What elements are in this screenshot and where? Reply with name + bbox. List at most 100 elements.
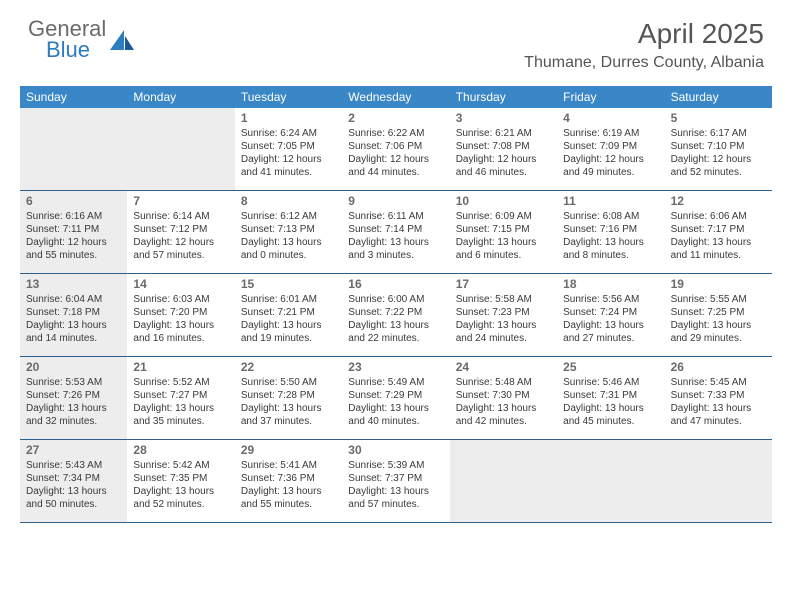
- day-line-d1: Daylight: 13 hours: [456, 319, 551, 332]
- day-cell: 12Sunrise: 6:06 AMSunset: 7:17 PMDayligh…: [665, 191, 772, 273]
- day-number: 15: [241, 277, 336, 291]
- day-line-d1: Daylight: 12 hours: [133, 236, 228, 249]
- day-line-sunset: Sunset: 7:06 PM: [348, 140, 443, 153]
- brand-logo: General Blue: [28, 18, 136, 61]
- location: Thumane, Durres County, Albania: [524, 54, 764, 72]
- day-line-d2: and 37 minutes.: [241, 415, 336, 428]
- day-cell: [127, 108, 234, 190]
- day-line-d1: Daylight: 12 hours: [563, 153, 658, 166]
- day-line-sunrise: Sunrise: 5:55 AM: [671, 293, 766, 306]
- day-line-sunrise: Sunrise: 5:53 AM: [26, 376, 121, 389]
- day-line-sunrise: Sunrise: 5:45 AM: [671, 376, 766, 389]
- day-number: 3: [456, 111, 551, 125]
- day-line-d1: Daylight: 13 hours: [241, 485, 336, 498]
- day-line-d2: and 41 minutes.: [241, 166, 336, 179]
- day-line-d1: Daylight: 13 hours: [26, 485, 121, 498]
- day-cell: 15Sunrise: 6:01 AMSunset: 7:21 PMDayligh…: [235, 274, 342, 356]
- day-number: 22: [241, 360, 336, 374]
- day-line-d1: Daylight: 13 hours: [563, 402, 658, 415]
- day-number: 25: [563, 360, 658, 374]
- week-row: 20Sunrise: 5:53 AMSunset: 7:26 PMDayligh…: [20, 357, 772, 440]
- day-number: 18: [563, 277, 658, 291]
- weekday-thursday: Thursday: [450, 86, 557, 108]
- header: General Blue April 2025 Thumane, Durres …: [0, 0, 792, 78]
- week-row: 27Sunrise: 5:43 AMSunset: 7:34 PMDayligh…: [20, 440, 772, 523]
- day-line-d1: Daylight: 13 hours: [671, 402, 766, 415]
- day-number: 21: [133, 360, 228, 374]
- day-line-d1: Daylight: 13 hours: [133, 319, 228, 332]
- day-number: 13: [26, 277, 121, 291]
- day-line-sunset: Sunset: 7:37 PM: [348, 472, 443, 485]
- day-line-d2: and 0 minutes.: [241, 249, 336, 262]
- day-line-sunrise: Sunrise: 6:24 AM: [241, 127, 336, 140]
- day-cell: 14Sunrise: 6:03 AMSunset: 7:20 PMDayligh…: [127, 274, 234, 356]
- day-line-d2: and 14 minutes.: [26, 332, 121, 345]
- day-line-d2: and 3 minutes.: [348, 249, 443, 262]
- week-row: 6Sunrise: 6:16 AMSunset: 7:11 PMDaylight…: [20, 191, 772, 274]
- day-line-sunset: Sunset: 7:35 PM: [133, 472, 228, 485]
- day-cell: [450, 440, 557, 522]
- day-line-d2: and 6 minutes.: [456, 249, 551, 262]
- day-cell: 1Sunrise: 6:24 AMSunset: 7:05 PMDaylight…: [235, 108, 342, 190]
- day-number: 30: [348, 443, 443, 457]
- weekday-sunday: Sunday: [20, 86, 127, 108]
- day-cell: 13Sunrise: 6:04 AMSunset: 7:18 PMDayligh…: [20, 274, 127, 356]
- day-line-d2: and 55 minutes.: [241, 498, 336, 511]
- day-line-sunrise: Sunrise: 6:00 AM: [348, 293, 443, 306]
- day-number: 7: [133, 194, 228, 208]
- day-line-d1: Daylight: 13 hours: [563, 236, 658, 249]
- day-line-d2: and 35 minutes.: [133, 415, 228, 428]
- day-line-sunrise: Sunrise: 5:52 AM: [133, 376, 228, 389]
- weekday-wednesday: Wednesday: [342, 86, 449, 108]
- day-line-sunrise: Sunrise: 6:21 AM: [456, 127, 551, 140]
- day-cell: 29 Sunrise: 5:41 AMSunset: 7:36 PMDayligh…: [235, 440, 342, 522]
- day-line-d1: Daylight: 13 hours: [26, 402, 121, 415]
- day-number: 20: [26, 360, 121, 374]
- weekday-header: SundayMondayTuesdayWednesdayThursdayFrid…: [20, 86, 772, 108]
- day-line-sunrise: Sunrise: 6:01 AM: [241, 293, 336, 306]
- day-line-sunset: Sunset: 7:10 PM: [671, 140, 766, 153]
- day-line-d1: Daylight: 13 hours: [133, 402, 228, 415]
- day-number: 29: [241, 443, 336, 457]
- day-line-d1: Daylight: 13 hours: [563, 319, 658, 332]
- day-line-d2: and 49 minutes.: [563, 166, 658, 179]
- day-number: 23: [348, 360, 443, 374]
- day-line-sunrise: Sunrise: 6:19 AM: [563, 127, 658, 140]
- day-cell: [557, 440, 664, 522]
- day-line-d2: and 22 minutes.: [348, 332, 443, 345]
- day-number: 9: [348, 194, 443, 208]
- day-line-d2: and 44 minutes.: [348, 166, 443, 179]
- day-line-d1: Daylight: 12 hours: [456, 153, 551, 166]
- day-line-d1: Daylight: 13 hours: [348, 319, 443, 332]
- day-number: 1: [241, 111, 336, 125]
- day-cell: 2Sunrise: 6:22 AMSunset: 7:06 PMDaylight…: [342, 108, 449, 190]
- day-number: 28: [133, 443, 228, 457]
- day-cell: 3 Sunrise: 6:21 AMSunset: 7:08 PMDaylight…: [450, 108, 557, 190]
- day-line-sunset: Sunset: 7:14 PM: [348, 223, 443, 236]
- day-line-sunset: Sunset: 7:36 PM: [241, 472, 336, 485]
- day-number: 11: [563, 194, 658, 208]
- day-line-sunrise: Sunrise: 6:11 AM: [348, 210, 443, 223]
- day-line-sunset: Sunset: 7:17 PM: [671, 223, 766, 236]
- day-line-d2: and 46 minutes.: [456, 166, 551, 179]
- day-line-sunset: Sunset: 7:18 PM: [26, 306, 121, 319]
- day-number: 27: [26, 443, 121, 457]
- day-line-sunrise: Sunrise: 6:16 AM: [26, 210, 121, 223]
- day-line-sunrise: Sunrise: 6:17 AM: [671, 127, 766, 140]
- day-cell: 16Sunrise: 6:00 AMSunset: 7:22 PMDayligh…: [342, 274, 449, 356]
- day-line-sunrise: Sunrise: 5:41 AM: [241, 459, 336, 472]
- day-number: 5: [671, 111, 766, 125]
- day-line-d2: and 11 minutes.: [671, 249, 766, 262]
- day-line-d1: Daylight: 13 hours: [133, 485, 228, 498]
- day-line-d1: Daylight: 13 hours: [348, 485, 443, 498]
- day-line-sunset: Sunset: 7:08 PM: [456, 140, 551, 153]
- day-line-sunrise: Sunrise: 5:46 AM: [563, 376, 658, 389]
- day-line-sunrise: Sunrise: 5:48 AM: [456, 376, 551, 389]
- title-block: April 2025 Thumane, Durres County, Alban…: [524, 18, 764, 72]
- day-line-sunrise: Sunrise: 5:58 AM: [456, 293, 551, 306]
- day-cell: 7Sunrise: 6:14 AMSunset: 7:12 PMDaylight…: [127, 191, 234, 273]
- day-line-d2: and 55 minutes.: [26, 249, 121, 262]
- day-line-sunrise: Sunrise: 6:14 AM: [133, 210, 228, 223]
- sail-icon: [110, 30, 136, 52]
- day-line-d1: Daylight: 12 hours: [26, 236, 121, 249]
